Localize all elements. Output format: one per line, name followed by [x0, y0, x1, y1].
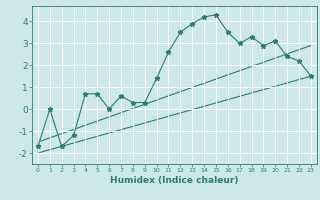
X-axis label: Humidex (Indice chaleur): Humidex (Indice chaleur): [110, 176, 239, 185]
